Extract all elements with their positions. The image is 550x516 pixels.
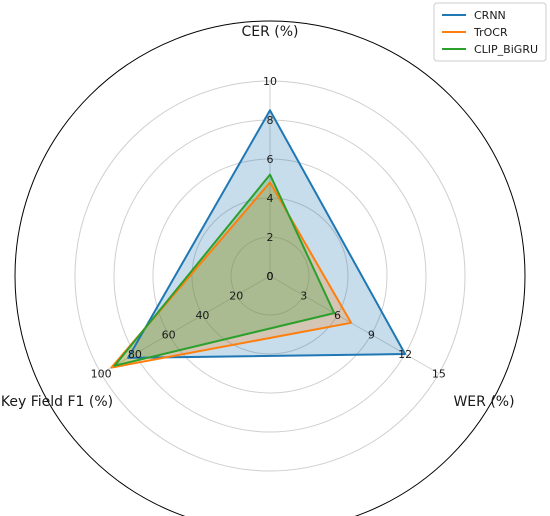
legend: CRNN TrOCR CLIP_BiGRU: [433, 2, 547, 62]
tick-label: 4: [267, 192, 274, 205]
tick-label: 6: [267, 153, 274, 166]
axis-label-3: Key Field F1 (%): [1, 394, 113, 410]
tick-label: 8: [267, 114, 274, 127]
outer-frame: [14, 20, 526, 516]
tick-label: 3: [300, 290, 307, 303]
tick-label: 0: [267, 270, 274, 283]
tick-label: 40: [195, 309, 209, 322]
axis-label-1: CER (%): [241, 24, 298, 40]
grid-spoke-2: [269, 275, 440, 374]
tick-label: 2: [267, 231, 274, 244]
series-line-clip_bigru: [113, 173, 336, 367]
legend-box: [433, 2, 547, 62]
axis-label-2: WER (%): [453, 394, 514, 410]
tick-label: 15: [432, 368, 446, 381]
grid-rings: [74, 80, 466, 472]
series-outlines: [110, 109, 407, 369]
tick-label: 60: [162, 329, 176, 342]
legend-label-crnn: CRNN: [474, 9, 506, 22]
tick-label: 0: [267, 270, 274, 283]
series-fill-clip_bigru: [114, 174, 335, 366]
series-line-crnn: [127, 109, 407, 359]
tick-label: 80: [128, 348, 142, 361]
tick-label: 10: [263, 75, 277, 88]
series-line-trocr: [110, 181, 353, 369]
legend-label-trocr: TrOCR: [473, 26, 508, 39]
tick-label: 0: [267, 270, 274, 283]
tick-label: 6: [334, 309, 341, 322]
tick-label: 12: [398, 348, 412, 361]
axis-labels: CER (%) WER (%) Key Field F1 (%): [1, 24, 515, 410]
tick-label: 20: [229, 290, 243, 303]
legend-label-clip_bigru: CLIP_BiGRU: [474, 43, 538, 56]
tick-label: 100: [91, 368, 112, 381]
series-fill-trocr: [111, 182, 352, 368]
tick-label: 9: [368, 329, 375, 342]
